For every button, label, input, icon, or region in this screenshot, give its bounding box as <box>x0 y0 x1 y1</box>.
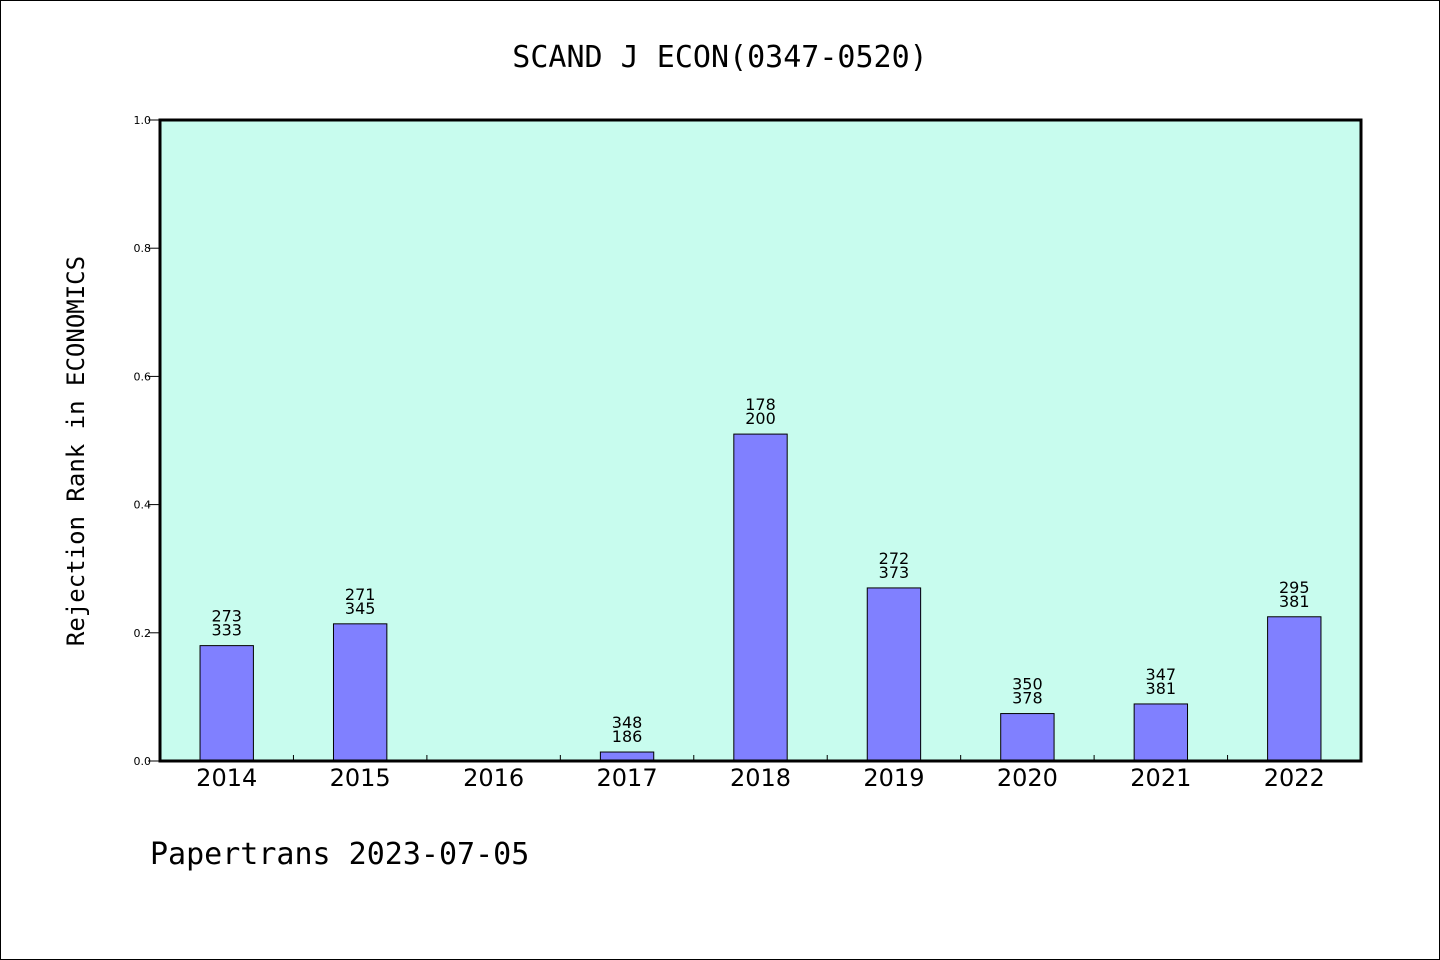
x-tick-label: 2019 <box>863 764 924 792</box>
x-tick-label: 2016 <box>463 764 524 792</box>
bar-label-bottom: 200 <box>745 409 776 428</box>
x-tick-label: 2020 <box>997 764 1058 792</box>
bar-label-bottom: 373 <box>879 563 910 582</box>
chart-title: SCAND J ECON(0347-0520) <box>512 40 927 75</box>
bar <box>733 433 788 762</box>
y-tick-label: 0.2 <box>134 627 152 640</box>
bar-label-top: 295 <box>1279 578 1310 597</box>
y-axis-label: Rejection Rank in ECONOMICS <box>62 256 90 646</box>
bar <box>332 623 388 762</box>
bar <box>1133 703 1189 762</box>
y-tick-label: 0.4 <box>134 499 152 512</box>
bar <box>1000 713 1055 762</box>
y-tick-label: 1.0 <box>134 114 152 127</box>
x-tick-label: 2015 <box>330 764 391 792</box>
y-tick-label: 0.0 <box>134 755 152 768</box>
bar-label-top: 347 <box>1146 665 1177 684</box>
bar-label-top: 272 <box>879 549 910 568</box>
bar-label-top: 178 <box>745 395 776 414</box>
bar-label-bottom: 378 <box>1012 689 1043 708</box>
bar-label-bottom: 333 <box>211 621 242 640</box>
y-tick-label: 0.6 <box>134 370 152 383</box>
bar-label-bottom: 186 <box>612 727 643 746</box>
bar <box>866 587 922 762</box>
y-tick-label: 0.8 <box>134 242 152 255</box>
footer-text: Papertrans 2023-07-05 <box>150 837 529 872</box>
x-tick-label: 2021 <box>1130 764 1191 792</box>
bar-label-bottom: 381 <box>1146 679 1177 698</box>
bar-label-bottom: 381 <box>1279 592 1310 611</box>
bar <box>1267 616 1322 762</box>
x-tick-label: 2022 <box>1264 764 1325 792</box>
x-tick-label: 2017 <box>597 764 658 792</box>
bar <box>199 645 254 762</box>
x-tick-label: 2014 <box>196 764 257 792</box>
bar-label-bottom: 345 <box>345 599 376 618</box>
bar-label-top: 273 <box>211 607 242 626</box>
plot-border <box>158 118 1363 763</box>
bar-label-top: 348 <box>612 713 643 732</box>
bar-label-top: 350 <box>1012 675 1043 694</box>
x-tick-label: 2018 <box>730 764 791 792</box>
bar-label-top: 271 <box>345 585 376 604</box>
